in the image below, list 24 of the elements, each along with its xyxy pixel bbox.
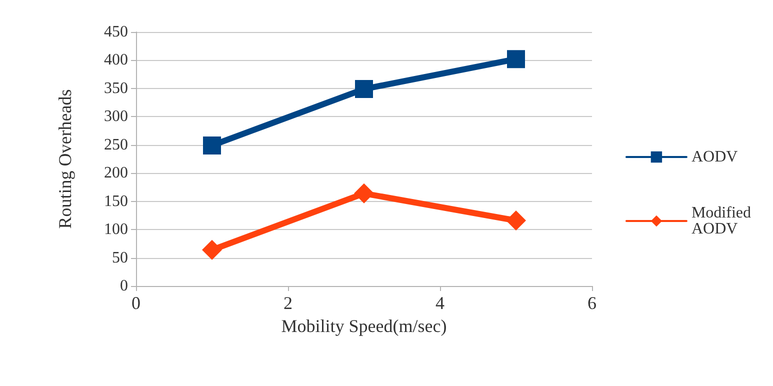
point bbox=[203, 136, 221, 154]
point bbox=[354, 183, 374, 204]
point bbox=[506, 210, 526, 231]
x-tick-label: 2 bbox=[284, 293, 292, 313]
y-tick-label: 150 bbox=[104, 192, 128, 210]
y-tick-label: 50 bbox=[112, 249, 128, 266]
y-tick-label: 350 bbox=[104, 80, 128, 97]
y-axis-title: Routing Overheads bbox=[55, 89, 75, 229]
y-tick-label: 250 bbox=[104, 136, 128, 154]
y-tick-label: 300 bbox=[104, 108, 128, 126]
y-tick-label: 450 bbox=[104, 24, 128, 40]
x-tick-label: 0 bbox=[132, 293, 140, 313]
y-tick-label: 0 bbox=[120, 278, 128, 294]
point bbox=[202, 240, 222, 260]
y-tick-label: 200 bbox=[104, 164, 128, 182]
y-tick-label: 100 bbox=[104, 221, 128, 238]
x-tick-label: 6 bbox=[588, 293, 596, 313]
legend-label: Modified AODV bbox=[691, 204, 755, 238]
x-tick-label: 4 bbox=[436, 293, 444, 313]
y-tick-label: 400 bbox=[104, 52, 128, 69]
point bbox=[355, 80, 373, 98]
x-axis-title: Mobility Speed(m/sec) bbox=[281, 316, 447, 336]
point bbox=[507, 50, 525, 68]
legend-label: AODV bbox=[691, 148, 738, 166]
